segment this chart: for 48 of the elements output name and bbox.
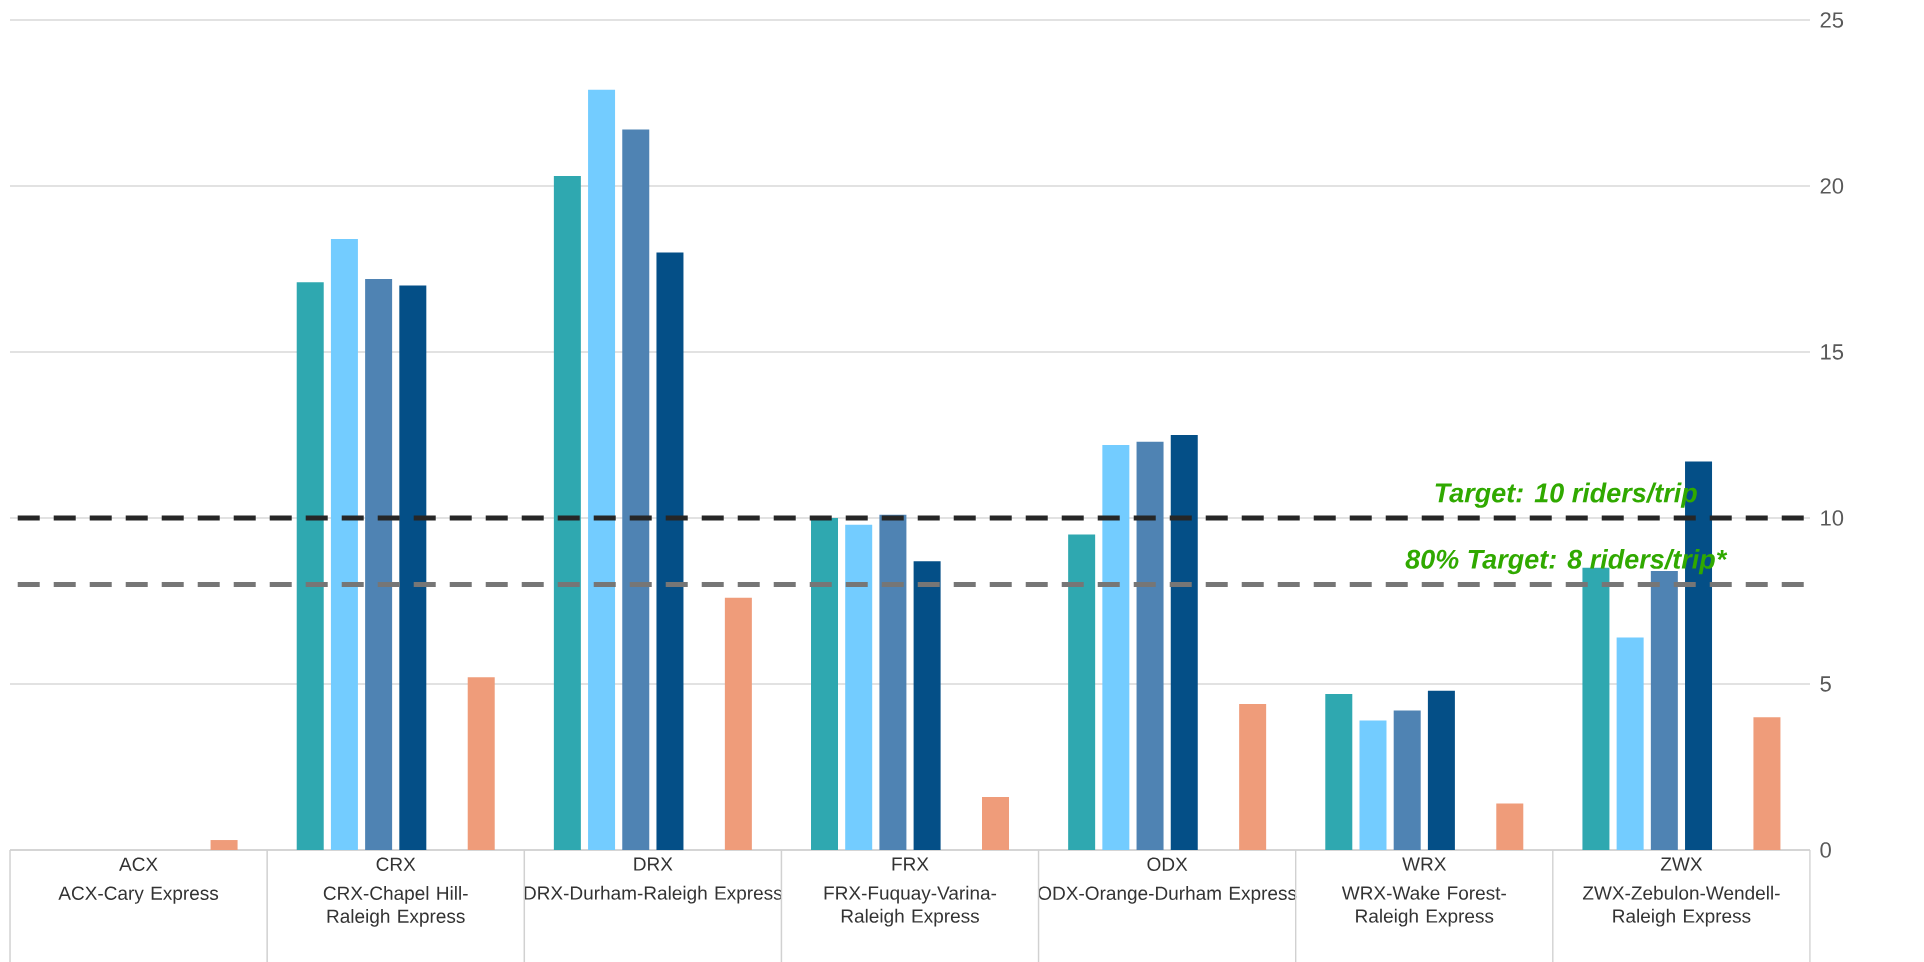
bar xyxy=(1239,703,1267,850)
bar xyxy=(399,285,427,850)
y-tick-label: 0 xyxy=(1820,842,1831,858)
bar xyxy=(1325,693,1353,850)
bar xyxy=(588,89,616,850)
bar xyxy=(724,597,752,850)
text: FRX xyxy=(892,857,929,871)
bar xyxy=(330,239,358,850)
bar xyxy=(1136,441,1164,850)
bar xyxy=(913,561,941,850)
text: ODX xyxy=(1147,857,1188,871)
bar xyxy=(365,278,393,850)
bar xyxy=(845,524,873,850)
bar xyxy=(467,677,495,850)
text: DRX xyxy=(634,857,673,871)
x-tick-label: ACX-Cary Express xyxy=(58,886,219,904)
text: ACX xyxy=(119,857,158,871)
y-tick-label: 25 xyxy=(1820,12,1844,28)
x-tick-label: WRX-Wake Forest-Raleigh Express xyxy=(1341,885,1506,927)
x-tick-label: CRX-Chapel Hill-Raleigh Express xyxy=(323,886,468,927)
bar xyxy=(1753,717,1781,850)
y-tick-label: 5 xyxy=(1820,676,1831,692)
bar xyxy=(1359,720,1387,850)
text: ZWX xyxy=(1660,857,1703,871)
bar xyxy=(1393,710,1421,850)
bar xyxy=(1102,444,1130,850)
x-tick-label: FRX-Fuquay-Varina-Raleigh Express xyxy=(824,885,997,927)
x-tick-label: ODX-Orange-Durham Express xyxy=(1038,886,1297,904)
bar xyxy=(296,282,324,850)
x-tick-label: ZWX-Zebulon-Wendell-Raleigh Express xyxy=(1582,885,1780,927)
bar xyxy=(982,796,1010,850)
bar xyxy=(656,252,684,850)
y-tick-label: 20 xyxy=(1820,178,1844,194)
y-tick-label: 15 xyxy=(1821,344,1844,360)
text: CRX xyxy=(376,857,416,871)
bar xyxy=(1170,435,1198,850)
bar xyxy=(553,176,581,850)
bar xyxy=(879,514,907,850)
bar xyxy=(1427,690,1455,850)
text: WRX xyxy=(1402,857,1447,871)
bar xyxy=(1616,637,1644,850)
x-tick-label: DRX-Durham-Raleigh Express xyxy=(524,885,782,904)
bar xyxy=(811,518,839,850)
bar xyxy=(1496,803,1524,850)
bar xyxy=(210,840,238,850)
y-tick-label: 10 xyxy=(1821,510,1844,526)
bar xyxy=(622,129,650,850)
bar xyxy=(1068,534,1096,850)
